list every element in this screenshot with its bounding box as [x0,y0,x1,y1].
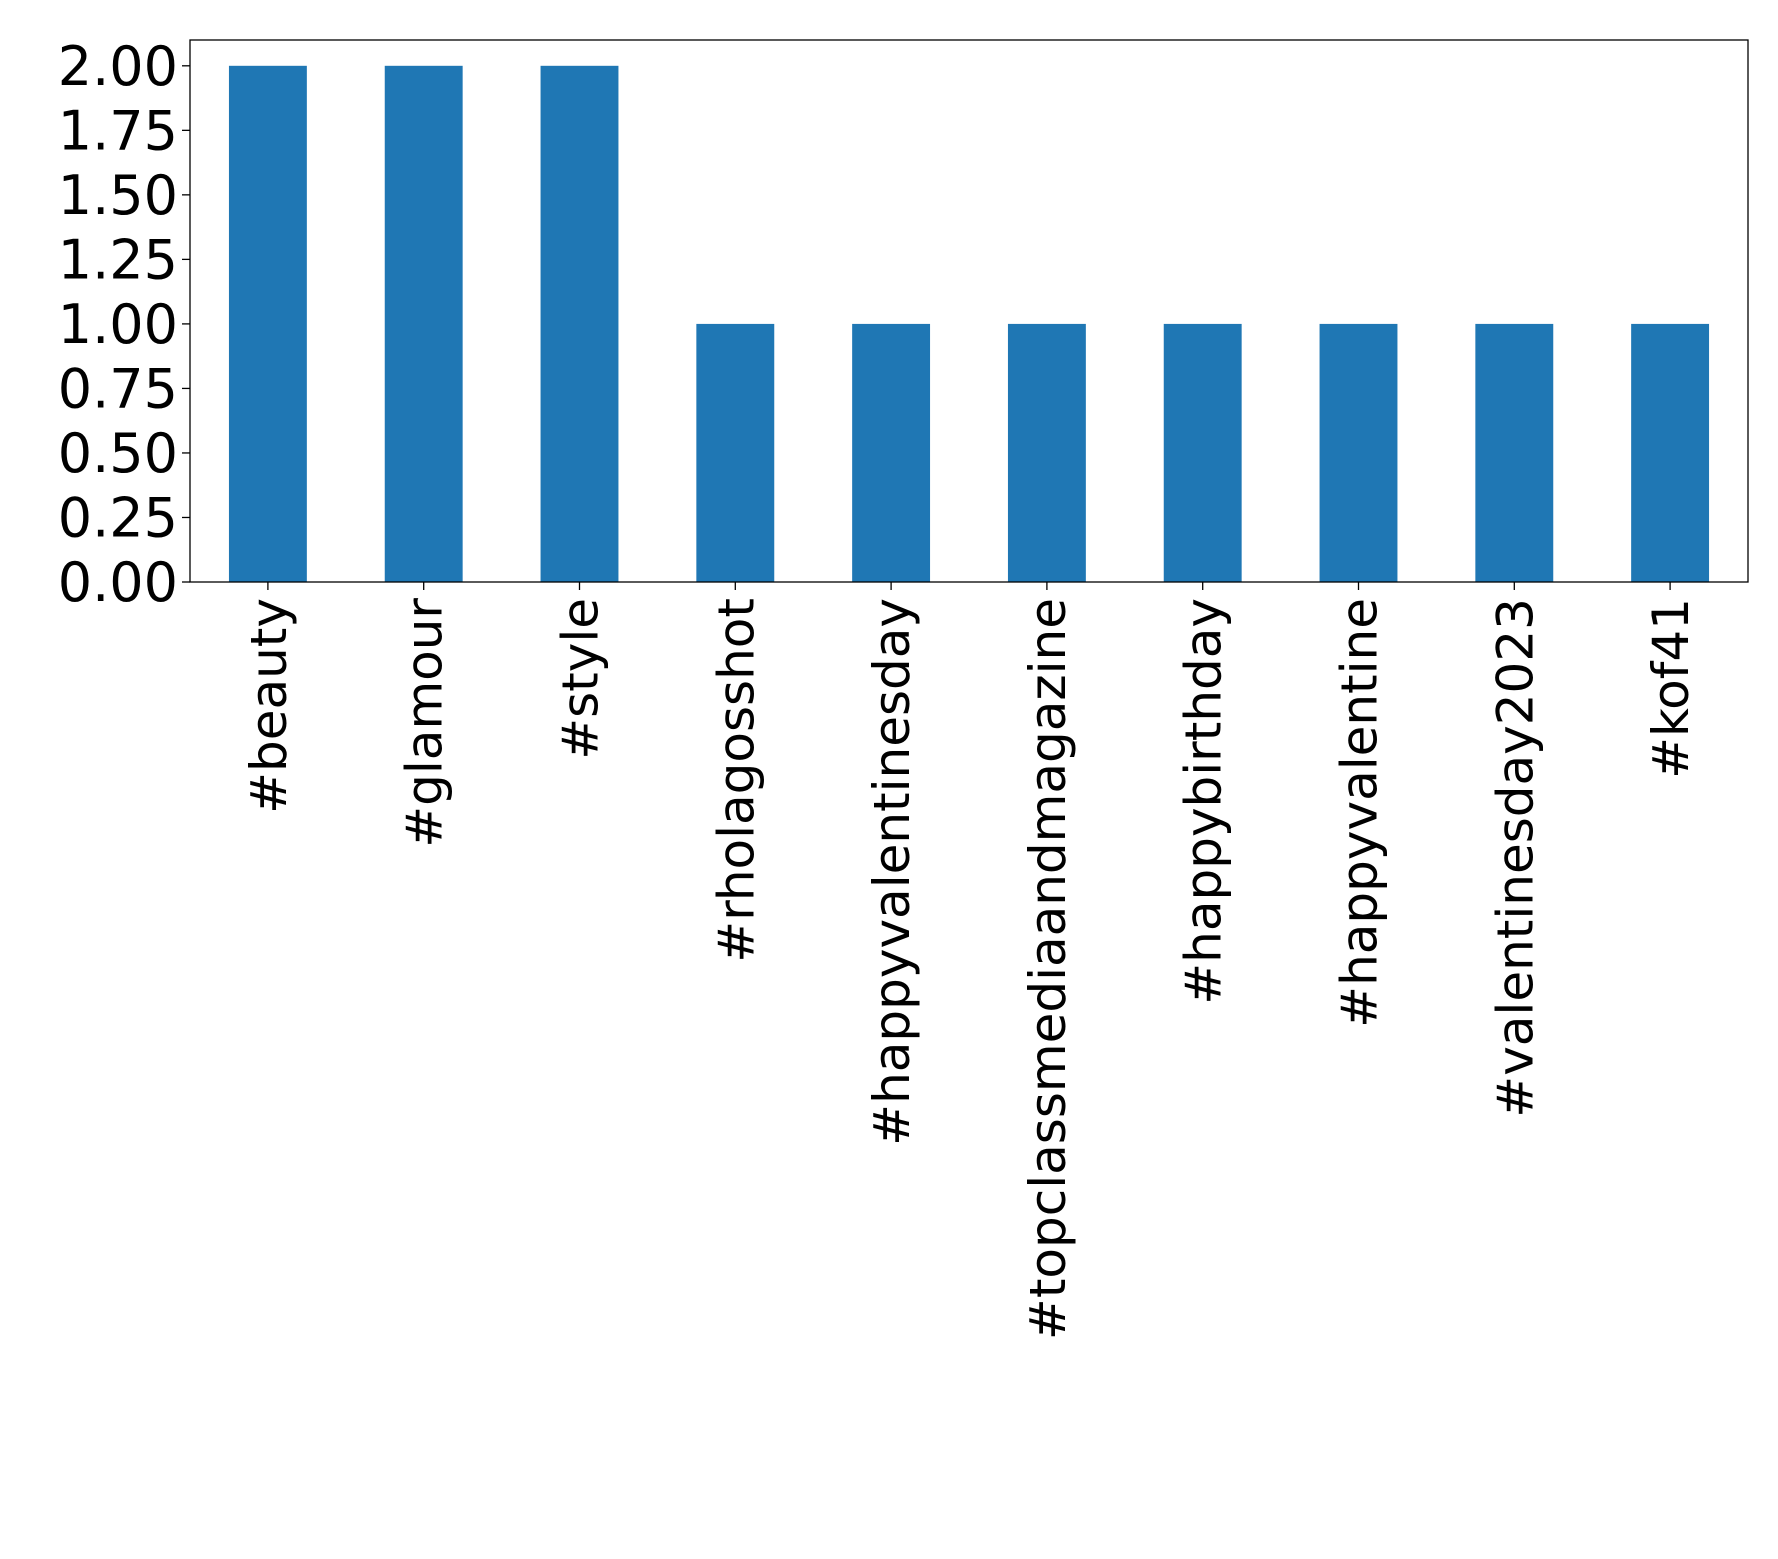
x-tick-label: #rholagosshot [707,598,765,963]
y-tick-label: 1.75 [58,99,178,162]
bar-happybirthday [1163,323,1242,582]
plot-frame [189,39,1749,583]
x-tick-label: #valentinesday2023 [1486,598,1544,1118]
y-tick-label: 1.50 [58,164,178,227]
y-tick-label: 1.25 [58,228,178,291]
y-tick-label: 2.00 [58,35,178,98]
x-tick-label: #kof41 [1642,598,1700,779]
y-tick-label: 0.50 [58,422,178,485]
x-tick-label: #happybirthday [1175,598,1233,1005]
y-tick-label: 0.25 [58,486,178,549]
bars-layer [228,65,1710,583]
bar-glamour [384,65,463,583]
bar-rholagosshot [696,323,775,582]
x-tick-label: #style [552,598,610,760]
x-axis: #beauty #glamour #style #rholagosshot #happy… [240,582,1700,1340]
y-tick-label: 0.00 [58,551,178,614]
y-tick-label: 1.00 [58,293,178,356]
x-tick-label: #happyvalentine [1331,598,1389,1028]
x-tick-label: #happyvalentinesday [863,598,921,1146]
bar-happyvalentinesday [852,323,931,582]
x-tick-label: #glamour [396,598,454,848]
bar-style [540,65,619,583]
y-axis: 0.000.250.500.751.001.251.501.752.00 [58,35,190,614]
bar-happyvalentine [1319,323,1398,582]
x-tick-label: #topclassmediaandmagazine [1019,598,1077,1340]
x-tick-label: #beauty [240,598,298,814]
bar-valentinesday2023 [1475,323,1554,582]
y-tick-label: 0.75 [58,357,178,420]
bar-beauty [228,65,307,583]
bar-kof41 [1631,323,1710,582]
bar-topclassmediaandmagazine [1007,323,1086,582]
